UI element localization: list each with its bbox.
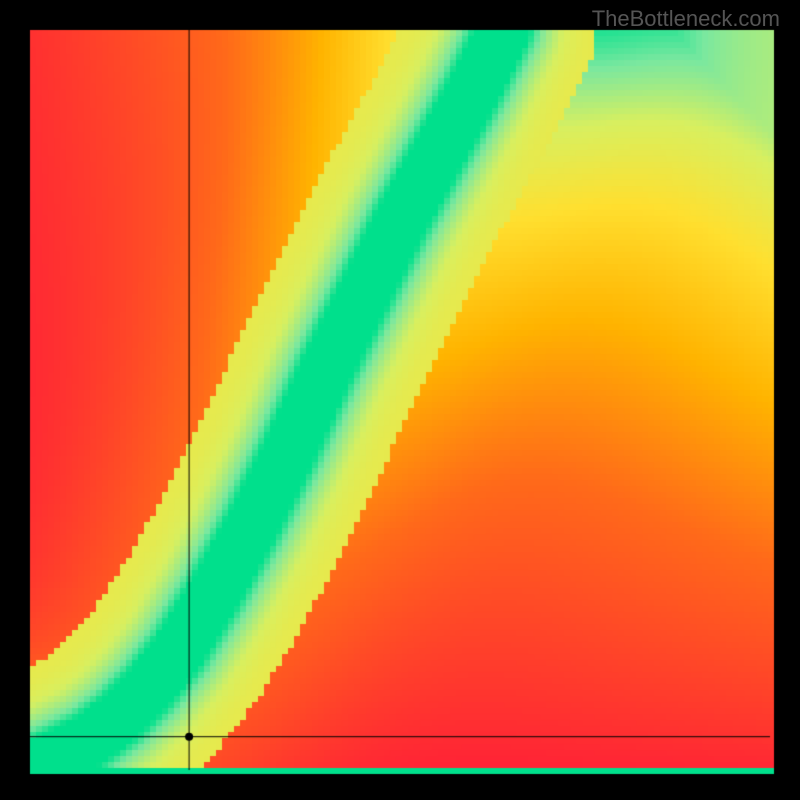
watermark-label: TheBottleneck.com [592, 6, 780, 32]
chart-container: TheBottleneck.com [0, 0, 800, 800]
heatmap-canvas [0, 0, 800, 800]
